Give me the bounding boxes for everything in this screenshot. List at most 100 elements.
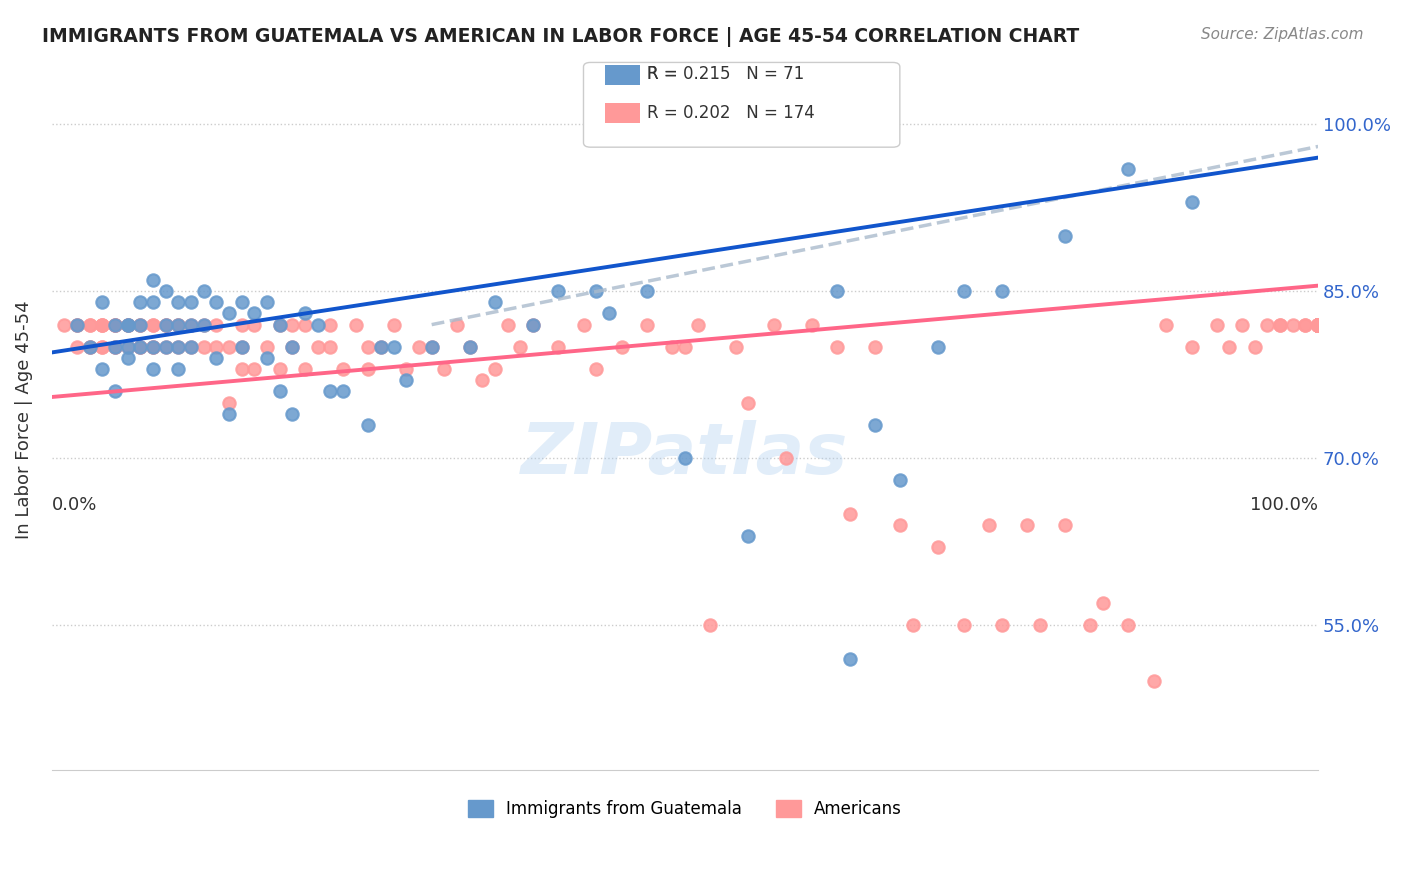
Point [509,340,531,354]
Point [167,295,190,310]
Point [1308,318,1330,332]
Point [66,318,89,332]
Point [1015,518,1038,533]
Point [636,318,658,332]
Point [1116,161,1139,176]
Point [79,340,101,354]
Point [344,318,367,332]
Point [1308,318,1330,332]
Legend: Immigrants from Guatemala, Americans: Immigrants from Guatemala, Americans [461,793,908,825]
Point [800,318,823,332]
Point [167,318,190,332]
Text: 100.0%: 100.0% [1250,497,1319,515]
Point [142,318,165,332]
Point [1308,318,1330,332]
Point [724,340,747,354]
Point [231,318,253,332]
Point [243,362,266,376]
Point [281,318,304,332]
Point [1308,318,1330,332]
Point [1308,318,1330,332]
Point [104,318,127,332]
Point [269,362,291,376]
Point [319,318,342,332]
Point [167,340,190,354]
Point [117,318,139,332]
Point [1028,618,1050,632]
Point [104,340,127,354]
Point [357,417,380,432]
Point [180,318,202,332]
Point [79,318,101,332]
Point [382,318,405,332]
Point [458,340,481,354]
Point [395,373,418,387]
Point [319,384,342,399]
Point [1308,318,1330,332]
Point [1308,318,1330,332]
Point [104,340,127,354]
Point [1308,318,1330,332]
Point [117,340,139,354]
Point [155,340,177,354]
Point [66,318,89,332]
Point [1308,318,1330,332]
Text: R = 0.215   N = 71: R = 0.215 N = 71 [647,65,804,83]
Text: ZIPatlas: ZIPatlas [522,420,849,489]
Point [484,362,506,376]
Point [91,340,114,354]
Point [129,318,152,332]
Point [585,362,607,376]
Point [484,295,506,310]
Point [91,340,114,354]
Point [180,340,202,354]
Point [889,518,911,533]
Point [205,295,228,310]
Point [294,362,316,376]
Point [433,362,456,376]
Point [1180,340,1202,354]
Point [1308,318,1330,332]
Point [79,318,101,332]
Point [1308,318,1330,332]
Point [762,318,785,332]
Text: 0.0%: 0.0% [52,497,97,515]
Point [117,318,139,332]
Point [825,340,848,354]
Point [1308,318,1330,332]
Point [1091,596,1114,610]
Point [142,340,165,354]
Point [129,318,152,332]
Point [155,284,177,298]
Point [167,318,190,332]
Point [218,340,240,354]
Point [1281,318,1303,332]
Point [319,340,342,354]
Point [661,340,683,354]
Point [218,395,240,409]
Point [218,407,240,421]
Point [1308,318,1330,332]
Point [1308,318,1330,332]
Point [1308,318,1330,332]
Point [1154,318,1177,332]
Point [357,340,380,354]
Point [231,295,253,310]
Point [167,318,190,332]
Point [1308,318,1330,332]
Text: R = 0.202   N = 174: R = 0.202 N = 174 [647,104,814,122]
Point [1308,318,1330,332]
Point [1230,318,1253,332]
Point [990,284,1012,298]
Point [420,340,443,354]
Point [1308,318,1330,332]
Point [395,362,418,376]
Point [1078,618,1101,632]
Point [281,340,304,354]
Point [231,340,253,354]
Point [496,318,519,332]
Point [142,362,165,376]
Point [205,340,228,354]
Point [142,273,165,287]
Point [1295,318,1317,332]
